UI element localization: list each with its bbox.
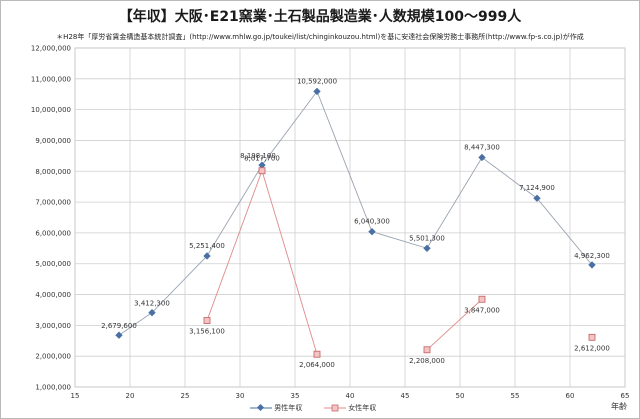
series-line-female bbox=[426, 298, 483, 351]
data-label-male: 4,962,300 bbox=[574, 252, 610, 260]
data-label-male: 5,251,400 bbox=[189, 242, 225, 250]
data-point-female bbox=[478, 295, 486, 303]
data-point-female bbox=[258, 167, 266, 175]
data-label-male: 8,447,300 bbox=[464, 143, 500, 151]
x-tick-label: 35 bbox=[291, 392, 300, 400]
data-label-male: 8,198,100 bbox=[240, 152, 276, 160]
data-label-female: 2,612,000 bbox=[574, 344, 610, 352]
legend-item-female: 女性年収 bbox=[324, 403, 376, 413]
x-tick-label: 15 bbox=[71, 392, 80, 400]
data-label-female: 3,156,100 bbox=[189, 328, 225, 336]
data-label-female: 3,847,000 bbox=[464, 306, 500, 314]
y-tick-label: 7,000,000 bbox=[35, 199, 71, 207]
x-tick-label: 60 bbox=[566, 392, 575, 400]
legend-marker-square-icon bbox=[324, 404, 346, 412]
data-label-male: 5,501,300 bbox=[409, 234, 445, 242]
data-label-male: 7,124,900 bbox=[519, 184, 555, 192]
legend-label-female: 女性年収 bbox=[348, 404, 377, 412]
data-point-female bbox=[423, 346, 431, 354]
data-label-male: 6,040,300 bbox=[354, 218, 390, 226]
y-tick-label: 12,000,000 bbox=[31, 45, 71, 53]
x-tick-label: 25 bbox=[181, 392, 190, 400]
y-tick-label: 8,000,000 bbox=[35, 168, 71, 176]
data-point-male bbox=[115, 331, 123, 339]
x-tick-label: 45 bbox=[401, 392, 410, 400]
data-label-female: 2,208,000 bbox=[409, 357, 445, 365]
x-axis-label: 年齢 bbox=[611, 401, 627, 411]
chart-title: 【年収】大阪･E21窯業･土石製品製造業･人数規模100～999人 bbox=[118, 9, 522, 25]
y-tick-label: 10,000,000 bbox=[31, 106, 71, 114]
y-tick-label: 11,000,000 bbox=[31, 75, 71, 83]
data-point-male bbox=[258, 161, 266, 169]
y-tick-label: 2,000,000 bbox=[35, 353, 71, 361]
x-tick-label: 40 bbox=[346, 392, 355, 400]
data-point-male bbox=[313, 87, 321, 96]
data-point-male bbox=[423, 244, 431, 252]
data-label-female: 8,017,700 bbox=[244, 155, 280, 163]
series-line-male bbox=[118, 90, 593, 336]
legend-label-male: 男性年収 bbox=[274, 404, 303, 412]
data-point-female bbox=[588, 333, 596, 341]
data-label-male: 10,592,000 bbox=[297, 77, 337, 85]
data-label-male: 2,679,600 bbox=[101, 322, 137, 330]
y-tick-label: 6,000,000 bbox=[35, 229, 71, 237]
y-tick-label: 1,000,000 bbox=[35, 384, 71, 392]
y-tick-label: 3,000,000 bbox=[35, 322, 71, 330]
x-tick-label: 30 bbox=[236, 392, 245, 400]
data-point-female bbox=[313, 350, 321, 358]
y-tick-label: 9,000,000 bbox=[35, 137, 71, 145]
series-line-female bbox=[206, 170, 263, 321]
chart-source-note: ＊H28年「厚労省賃金構造基本統計調査」(http://www.mhlw.go.… bbox=[56, 33, 584, 41]
x-tick-label: 20 bbox=[126, 392, 135, 400]
data-point-female bbox=[203, 317, 211, 325]
y-tick-label: 5,000,000 bbox=[35, 260, 71, 268]
data-point-male bbox=[203, 252, 211, 260]
legend-item-male: 男性年収 bbox=[250, 403, 302, 413]
data-point-male bbox=[588, 261, 596, 269]
x-tick-label: 50 bbox=[456, 392, 465, 400]
x-tick-label: 65 bbox=[621, 392, 630, 400]
y-tick-label: 4,000,000 bbox=[35, 291, 71, 299]
data-label-male: 3,412,300 bbox=[134, 300, 170, 308]
series-line-female bbox=[261, 170, 318, 355]
data-label-female: 2,064,000 bbox=[299, 361, 335, 369]
x-tick-label: 55 bbox=[511, 392, 520, 400]
legend-marker-diamond-icon bbox=[250, 403, 272, 412]
